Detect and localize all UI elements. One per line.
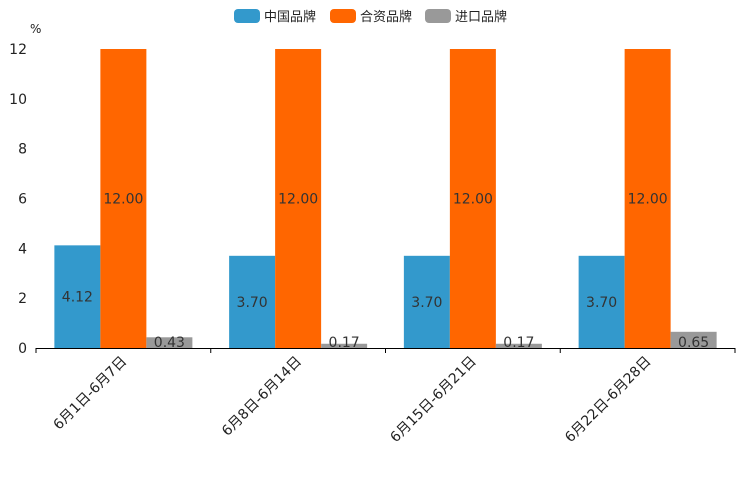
data-label-0-2: 3.70 <box>411 295 442 311</box>
data-label-1-2: 12.00 <box>453 192 493 208</box>
legend-label-2[interactable]: 进口品牌 <box>455 9 507 25</box>
data-label-0-0: 4.12 <box>62 290 93 306</box>
x-category-label-0: 6月1日-6月7日 <box>51 354 131 434</box>
legend-label-0[interactable]: 中国品牌 <box>264 9 316 25</box>
data-label-1-1: 12.00 <box>278 192 318 208</box>
bar-2-3[interactable] <box>670 331 717 348</box>
bar-1-2[interactable] <box>449 49 496 348</box>
y-unit-label: % <box>30 22 41 36</box>
bar-0-0[interactable] <box>54 245 101 348</box>
bar-2-0[interactable] <box>146 337 193 348</box>
bar-0-3[interactable] <box>578 255 625 348</box>
bar-1-0[interactable] <box>100 49 147 348</box>
x-axis: 6月1日-6月7日 6月8日-6月14日 6月15日-6月21日 6月22日-6月28… <box>35 348 736 446</box>
legend-swatch-1[interactable] <box>330 9 356 23</box>
y-tick-label-0: 0 <box>18 341 27 357</box>
y-axis: 0 2 4 6 8 10 12 <box>9 42 27 357</box>
bar-1-3[interactable] <box>624 49 671 348</box>
bars <box>54 49 717 348</box>
data-label-2-0: 0.43 <box>154 335 185 351</box>
y-tick-label-10: 10 <box>9 92 27 108</box>
x-category-label-2: 6月15日-6月21日 <box>387 354 479 446</box>
data-label-2-1: 0.17 <box>329 335 360 351</box>
y-tick-label-12: 12 <box>9 42 27 58</box>
legend-label-1[interactable]: 合资品牌 <box>360 9 412 25</box>
data-label-1-3: 12.00 <box>628 192 668 208</box>
data-label-0-1: 3.70 <box>237 295 268 311</box>
bar-2-2[interactable] <box>495 343 542 348</box>
bar-1-1[interactable] <box>275 49 322 348</box>
legend-swatch-2[interactable] <box>425 9 451 23</box>
y-tick-label-2: 2 <box>18 291 27 307</box>
bar-0-1[interactable] <box>229 255 276 348</box>
y-tick-label-4: 4 <box>18 241 27 257</box>
legend-swatch-0[interactable] <box>234 9 260 23</box>
data-label-2-2: 0.17 <box>503 335 534 351</box>
data-labels: 4.12 12.00 0.43 3.70 12.00 0.17 3.70 12.00 0.17 3… <box>62 192 709 352</box>
x-category-label-3: 6月22日-6月28日 <box>562 354 654 446</box>
bar-2-1[interactable] <box>321 343 368 348</box>
data-label-0-3: 3.70 <box>586 295 617 311</box>
data-label-1-0: 12.00 <box>103 192 143 208</box>
bar-0-2[interactable] <box>403 255 450 348</box>
y-tick-label-8: 8 <box>18 142 27 158</box>
x-category-label-1: 6月8日-6月14日 <box>219 354 305 440</box>
y-tick-label-6: 6 <box>18 192 27 208</box>
data-label-2-3: 0.65 <box>678 335 709 351</box>
legend: 中国品牌 合资品牌 进口品牌 <box>234 9 507 25</box>
